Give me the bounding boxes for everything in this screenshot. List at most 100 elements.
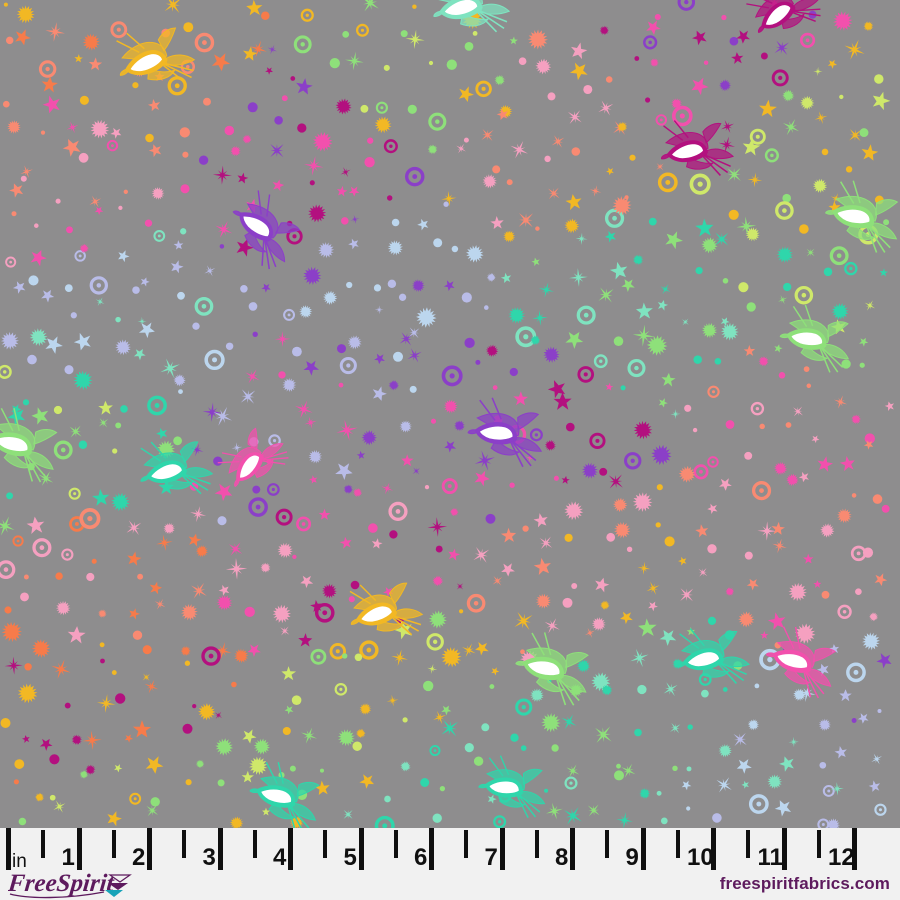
motif-ring	[110, 21, 128, 39]
motif-dot	[746, 302, 756, 312]
brand-triangle-purple-icon	[108, 883, 128, 890]
motif-dot	[656, 790, 662, 796]
motif-dot	[6, 492, 14, 500]
motif-ring	[68, 487, 81, 500]
motif-dot	[99, 642, 105, 648]
motif-ring	[5, 256, 17, 268]
motif-dot	[613, 336, 624, 346]
motif-dot	[877, 708, 882, 714]
motif-dot	[428, 60, 434, 66]
motif-dot	[464, 42, 474, 51]
motif-dot	[433, 238, 443, 248]
motif-ring	[837, 604, 852, 619]
motif-dot	[173, 436, 183, 446]
motif-dot	[473, 756, 484, 766]
motif-dot	[115, 693, 126, 704]
motif-dot	[23, 574, 29, 580]
motif-dot	[725, 420, 735, 429]
motif-dot	[137, 573, 144, 580]
motif-dot	[551, 744, 559, 752]
ruler-tick-major-7	[499, 828, 505, 870]
motif-dot	[509, 367, 518, 377]
motif-dot	[364, 157, 375, 168]
ruler-label-3: 3	[202, 844, 216, 871]
motif-dot	[398, 293, 407, 301]
motif-ring	[671, 105, 693, 127]
motif-dot	[118, 205, 123, 211]
motif-dot	[367, 137, 374, 144]
motif-dot	[806, 383, 812, 389]
motif-dot	[859, 362, 865, 368]
ruler-label-2: 2	[132, 844, 146, 871]
motif-dot	[100, 658, 105, 664]
motif-ring	[283, 308, 296, 321]
motif-dot	[24, 663, 32, 671]
footer-bar: FreeSpirit freespiritfabrics.com	[0, 870, 900, 900]
motif-dot	[721, 14, 727, 21]
motif-dot	[701, 689, 709, 698]
ruler-tick-major-11	[781, 828, 787, 870]
motif-dot	[620, 385, 626, 391]
ruler-tick-half-6	[464, 830, 469, 858]
motif-dot	[785, 422, 792, 428]
motif-dot	[759, 423, 765, 430]
motif-dot	[851, 718, 857, 723]
website-url[interactable]: freespiritfabrics.com	[719, 874, 890, 893]
motif-ring	[314, 602, 335, 623]
motif-dot	[55, 572, 63, 580]
motif-dot	[66, 226, 73, 234]
motif-ring	[429, 745, 441, 757]
motif-ring	[61, 548, 74, 561]
motif-ring	[266, 483, 280, 496]
motif-dot	[520, 745, 527, 751]
motif-dot	[177, 291, 185, 300]
motif-dot	[472, 30, 478, 36]
motif-ring	[79, 508, 101, 530]
motif-dot	[217, 516, 227, 526]
motif-ring	[529, 428, 543, 442]
motif-dot	[409, 385, 417, 393]
ruler-label-11: 11	[757, 844, 783, 871]
motif-dot	[492, 385, 498, 390]
ruler-tick-half-2	[182, 830, 187, 858]
motif-dot	[435, 545, 443, 553]
ruler-tick-half-0	[41, 830, 46, 858]
motif-dot	[489, 684, 495, 690]
motif-ring	[604, 208, 625, 228]
ruler-tick-half-4	[323, 830, 328, 858]
motif-ring	[0, 364, 12, 379]
motif-dot	[49, 794, 56, 801]
motif-dot	[192, 322, 200, 330]
motif-ring	[576, 305, 596, 325]
motif-dot	[182, 723, 193, 734]
motif-ring	[359, 640, 379, 660]
motif-dot	[451, 245, 459, 253]
motif-ring	[775, 201, 794, 220]
motif-ring	[822, 784, 835, 797]
motif-dot	[182, 151, 189, 158]
motif-dot	[803, 366, 810, 372]
ruler-tick-major-10	[711, 828, 716, 870]
ruler-label-1: 1	[61, 844, 75, 871]
ruler-tick-major-9	[640, 828, 646, 870]
motif-ring	[74, 250, 86, 262]
motif-dot	[18, 817, 27, 826]
motif-dot	[634, 56, 640, 61]
motif-dot	[132, 82, 139, 89]
ruler-tick-major-6	[429, 828, 434, 870]
motif-dot	[728, 209, 739, 220]
motif-ring	[764, 148, 779, 163]
ruler-label-4: 4	[273, 844, 287, 871]
motif-dot	[183, 22, 194, 33]
motif-dot	[821, 590, 830, 599]
motif-dot	[841, 359, 851, 369]
motif-dot	[224, 125, 235, 136]
motif-dot	[458, 609, 464, 614]
motif-ring	[693, 464, 709, 480]
motif-dot	[535, 226, 540, 231]
motif-dot	[562, 597, 573, 608]
motif-ring	[147, 395, 167, 416]
motif-dot	[782, 193, 791, 203]
motif-dot	[290, 76, 296, 81]
motif-dot	[624, 195, 629, 200]
